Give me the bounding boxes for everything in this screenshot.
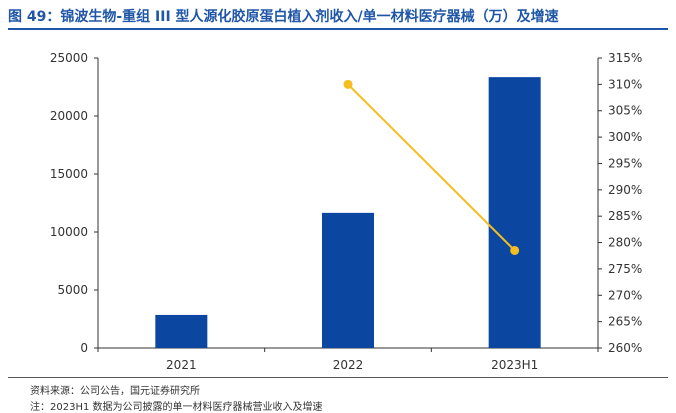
bar (322, 212, 374, 348)
footer-rule (8, 377, 668, 378)
right-tick-label: 310% (608, 77, 642, 91)
x-tick-label: 2023H1 (491, 358, 538, 372)
right-tick-label: 290% (608, 183, 642, 197)
bar-series (155, 77, 541, 348)
x-tick-label: 2022 (333, 358, 364, 372)
left-tick-label: 10000 (50, 225, 88, 239)
left-tick-label: 25000 (50, 51, 88, 65)
right-tick-label: 285% (608, 209, 642, 223)
left-tick-label: 20000 (50, 109, 88, 123)
bar (155, 314, 208, 348)
right-tick-label: 270% (608, 288, 642, 302)
right-tick-label: 295% (608, 156, 642, 170)
bar (488, 77, 541, 348)
growth-line (347, 83, 516, 252)
growth-point (343, 79, 353, 89)
right-tick-label: 260% (608, 341, 642, 355)
title-rule (8, 28, 668, 30)
left-tick-label: 5000 (57, 283, 88, 297)
x-tick-label: 2021 (166, 358, 197, 372)
line-series (343, 79, 520, 255)
left-tick-label: 0 (80, 341, 88, 355)
right-tick-label: 300% (608, 130, 642, 144)
right-tick-label: 305% (608, 104, 642, 118)
figure-title: 图 49：锦波生物-重组 III 型人源化胶原蛋白植入剂收入/单一材料医疗器械（… (8, 9, 559, 25)
chart: 0 5000 10000 15000 20000 25000 260% 265% 270% 275… (50, 51, 643, 372)
right-tick-label: 315% (608, 51, 642, 65)
tick-labels: 0 5000 10000 15000 20000 25000 260% 265% 270% 275… (50, 51, 643, 372)
right-tick-label: 280% (608, 236, 642, 250)
right-tick-label: 275% (608, 262, 642, 276)
right-tick-label: 265% (608, 315, 642, 329)
left-tick-label: 15000 (50, 167, 88, 181)
growth-point (510, 245, 520, 255)
footnote: 注：2023H1 数据为公司披露的单一材料医疗器械营业收入及增速 (30, 402, 323, 413)
source-note: 资料来源：公司公告，国元证券研究所 (30, 386, 200, 397)
